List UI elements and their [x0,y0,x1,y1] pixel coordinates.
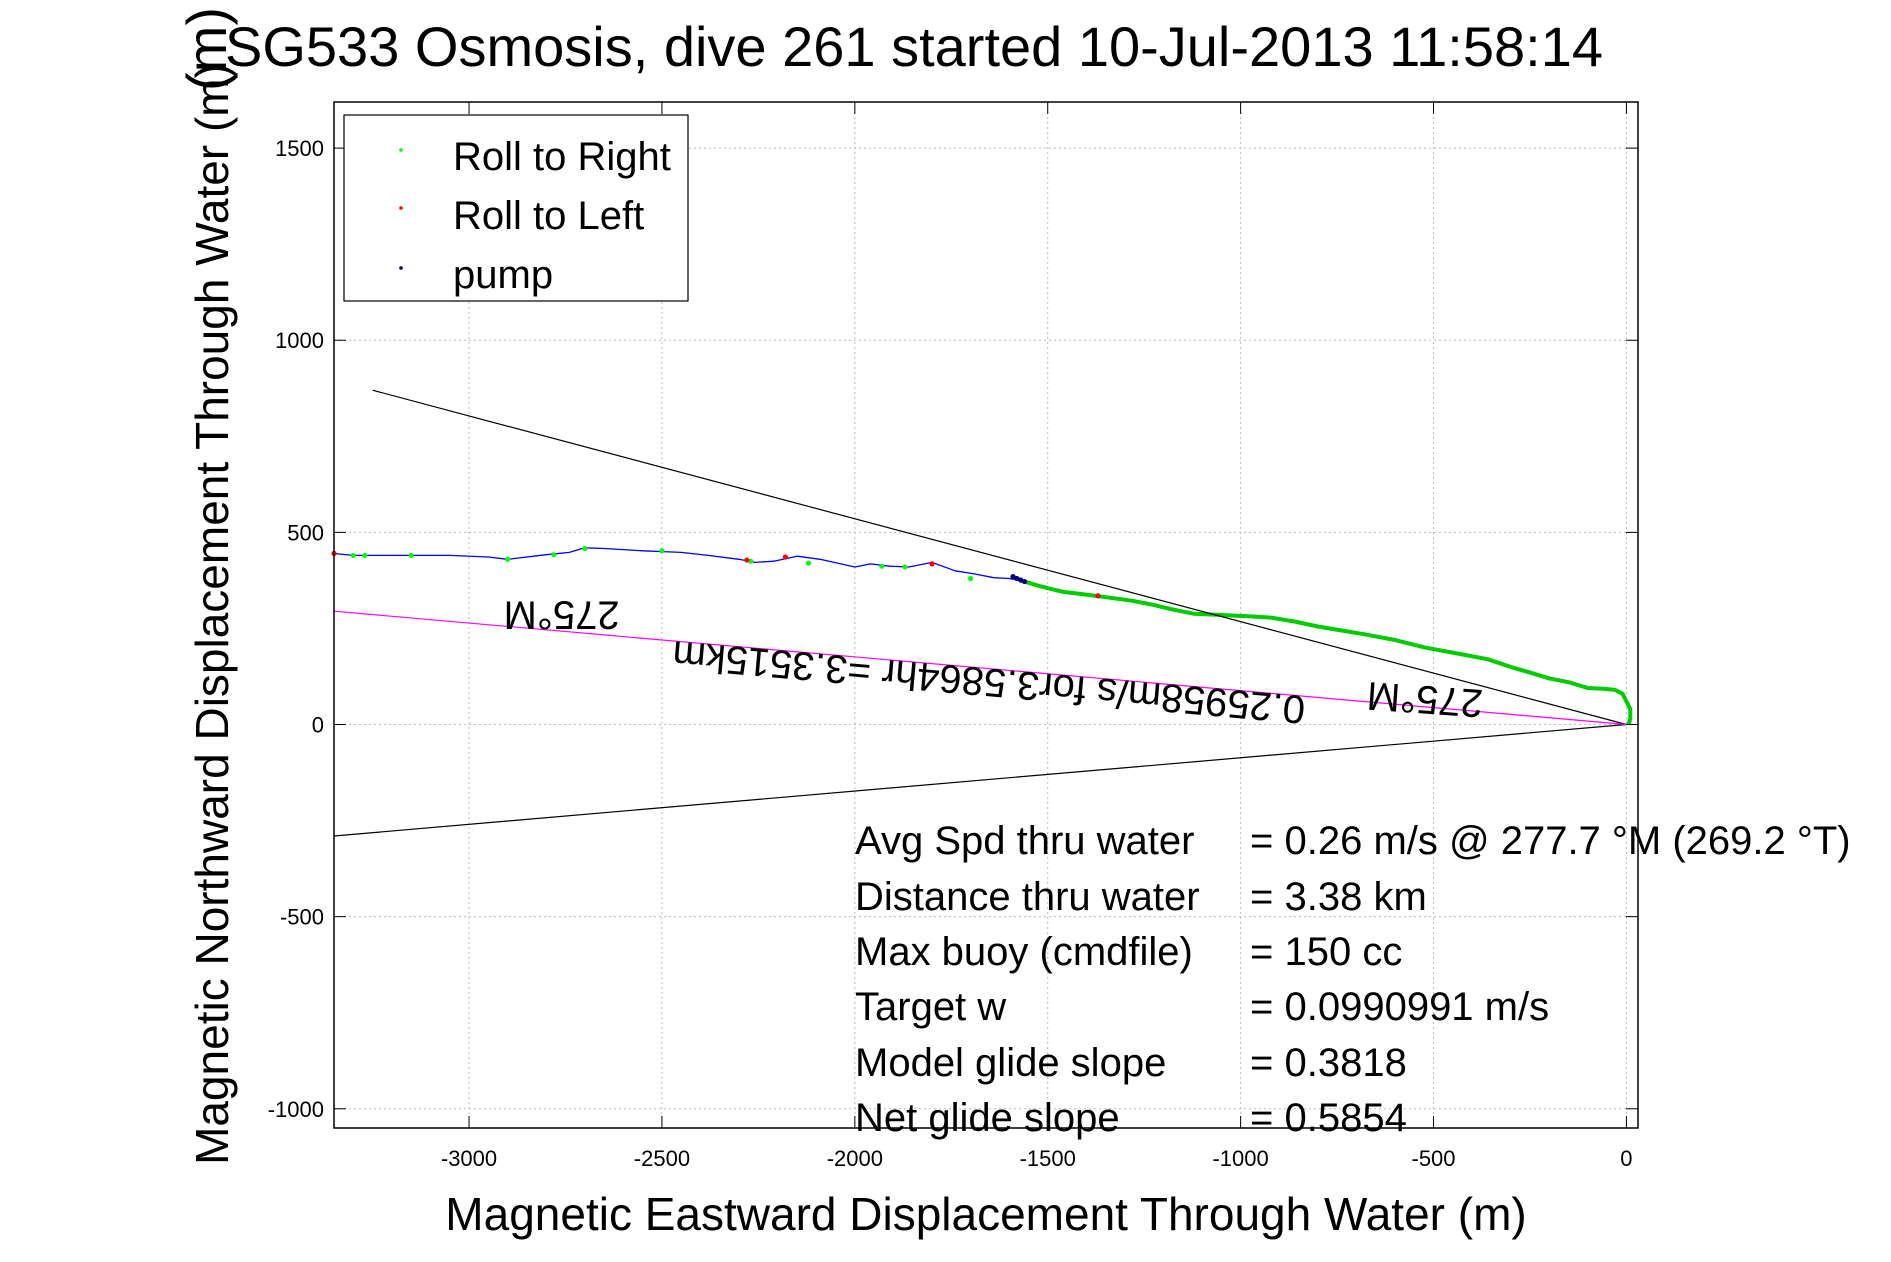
roll-right-point [505,556,511,562]
series-layer [333,389,1633,837]
stat-label-max-buoy: Max buoy (cmdfile) [855,930,1193,974]
y-tick-label: 1000 [275,328,324,353]
stat-label-model-glide: Model glide slope [855,1041,1166,1085]
legend-marker-pump [399,266,403,270]
x-tick-label: 0 [1620,1146,1632,1171]
roll-right-point [659,548,665,554]
pump-point [1010,573,1016,580]
y-tick-label: -500 [280,905,324,930]
roll-left-point [929,561,935,567]
y-axis-title: Magnetic Northward Displacement Through … [186,63,238,1165]
stat-label-avg-speed: Avg Spd thru water [855,819,1194,863]
y-tick-label: -1000 [268,1097,324,1122]
heading-line-upper-line [372,389,1627,726]
y-tick-label: 500 [287,520,324,545]
x-tick-label: -2000 [827,1146,883,1171]
legend-marker-roll-left [399,206,403,210]
track-line [333,547,1021,582]
roll-left-point [744,557,750,563]
y-tick-label: 1500 [275,136,324,161]
grid [334,102,1638,1128]
stats-block: Avg Spd thru water = 0.26 m/s @ 277.7 °M… [855,819,1851,1140]
annotation-label: 275°M [504,593,620,637]
plot-frame [333,101,1639,1129]
annotations: 275°M 275°M 0.25958m/s for3.5864hr =3.3515… [504,593,1485,732]
roll-right-point [805,560,812,566]
annotation-label: 275°M [1365,673,1484,725]
y-tick-label: 0 [312,713,324,738]
stat-value-target-w: = 0.0990991 m/s [1250,985,1549,1029]
track-surface-line [1020,578,1633,726]
stat-label-target-w: Target w [855,985,1006,1029]
stat-value-net-glide: = 0.5854 [1250,1096,1407,1140]
stat-value-model-glide: = 0.3818 [1250,1041,1407,1085]
heading-line-lower-line [333,723,1627,837]
stat-label-distance: Distance thru water [855,875,1200,919]
roll-right-point [551,552,557,558]
roll-left-point [1095,593,1101,599]
stat-value-distance: = 3.38 km [1250,875,1427,919]
roll-right-point [408,552,414,559]
roll-right-point [879,563,885,569]
legend: Roll to Right Roll to Left pump [343,114,689,302]
annotation-label: 0.25958m/s for3.5864hr =3.3515km [671,632,1307,731]
roll-right-point [362,552,368,559]
legend-label-roll-right: Roll to Right [453,135,671,179]
pump-point [1021,578,1028,585]
points-layer [331,545,1101,599]
roll-right-point [902,564,908,570]
roll-right-point [582,545,588,552]
chart-title: SG533 Osmosis, dive 261 started 10-Jul-2… [225,15,1603,78]
stat-value-avg-speed: = 0.26 m/s @ 277.7 °M (269.2 °T) [1250,819,1851,863]
legend-marker-roll-right [399,148,403,152]
roll-right-point [350,552,356,559]
x-tick-label: -1500 [1020,1146,1076,1171]
x-tick-label: -1000 [1212,1146,1268,1171]
chart-title-overlap: (m) [175,7,238,91]
legend-label-pump: pump [453,253,553,297]
x-tick-label: -3000 [441,1146,497,1171]
x-tick-label: -500 [1412,1146,1456,1171]
roll-left-point [782,554,788,560]
ticks: -3000 -2500 -2000 -1500 -1000 -500 0 -1000 -500 0… [268,102,1638,1171]
x-axis-title: Magnetic Eastward Displacement Through W… [445,1188,1526,1240]
stat-label-net-glide: Net glide slope [855,1096,1120,1140]
stat-value-max-buoy: = 150 cc [1250,930,1402,974]
legend-label-roll-left: Roll to Left [453,194,644,238]
roll-right-point [967,575,974,582]
average-velocity-line-line [333,610,1627,726]
x-tick-label: -2500 [634,1146,690,1171]
